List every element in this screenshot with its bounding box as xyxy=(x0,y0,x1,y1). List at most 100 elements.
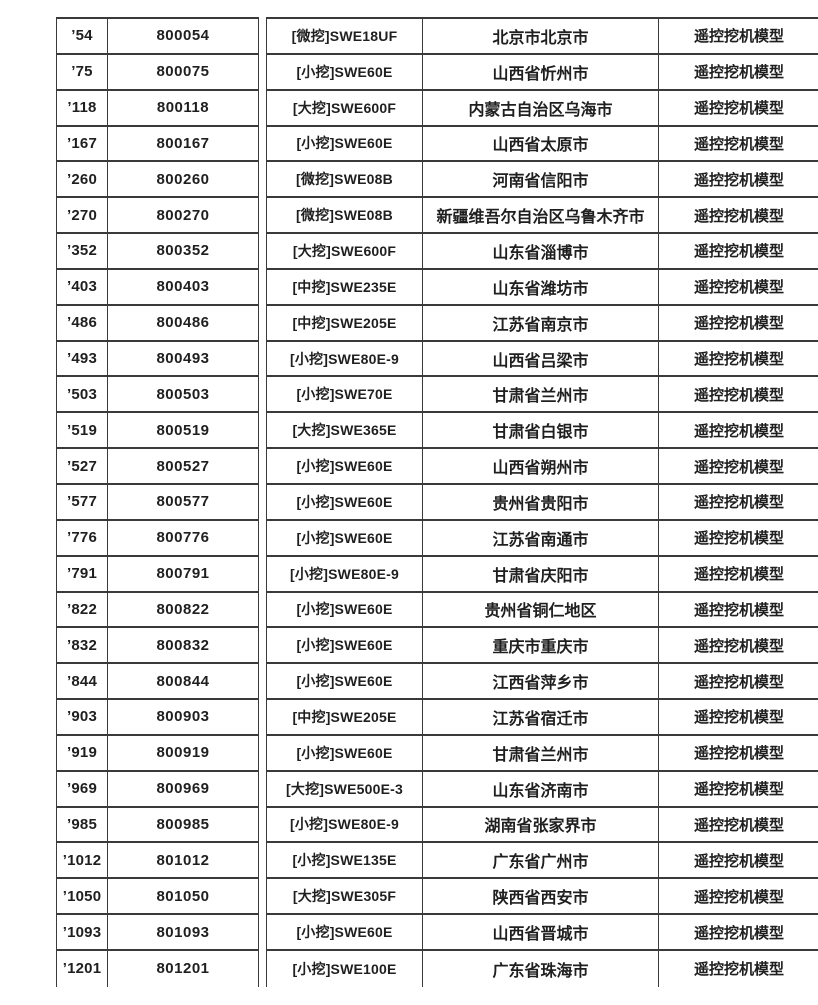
model-cell: [小挖]SWE80E-9 xyxy=(267,556,423,593)
location-cell: 重庆市重庆市 xyxy=(423,628,659,665)
model-cell: [小挖]SWE60E xyxy=(267,915,423,951)
model-cell: [小挖]SWE60E xyxy=(267,628,423,665)
table-right-section: [微挖]SWE18UF 北京市北京市 遥控挖机模型 [小挖]SWE60E 山西省忻州市遥… xyxy=(266,17,818,987)
category-cell: 遥控挖机模型 xyxy=(659,55,818,91)
category-cell: 遥控挖机模型 xyxy=(659,127,818,163)
model-cell: [大挖]SWE305F xyxy=(267,879,423,916)
row-number-cell: ’503 xyxy=(57,377,108,414)
serial-number-cell: 800075 xyxy=(108,55,258,91)
location-cell: 陕西省西安市 xyxy=(423,879,659,916)
model-cell: [小挖]SWE80E-9 xyxy=(267,341,423,378)
category-cell: 遥控挖机模型 xyxy=(659,270,818,306)
row-number-cell: ’260 xyxy=(57,162,108,199)
location-cell: 甘肃省兰州市 xyxy=(423,735,659,772)
model-cell: [小挖]SWE60E xyxy=(267,484,423,521)
row-number-cell: ’118 xyxy=(57,90,108,127)
location-cell: 内蒙古自治区乌海市 xyxy=(423,90,659,127)
serial-number-cell: 800527 xyxy=(108,449,258,485)
location-cell: 山东省潍坊市 xyxy=(423,269,659,306)
location-cell: 山西省晋城市 xyxy=(423,915,659,951)
model-cell: [小挖]SWE80E-9 xyxy=(267,807,423,844)
model-cell: [小挖]SWE60E xyxy=(267,664,423,701)
location-cell: 新疆维吾尔自治区乌鲁木齐市 xyxy=(423,198,659,235)
serial-number-cell: 800844 xyxy=(108,664,258,701)
serial-number-cell: 801093 xyxy=(108,915,258,951)
model-cell: [小挖]SWE135E xyxy=(267,843,423,880)
category-cell: 遥控挖机模型 xyxy=(659,700,818,736)
category-cell: 遥控挖机模型 xyxy=(659,377,818,414)
model-cell: [小挖]SWE60E xyxy=(267,54,423,91)
category-cell: 遥控挖机模型 xyxy=(659,664,818,701)
category-cell: 遥控挖机模型 xyxy=(659,808,818,844)
model-cell: [小挖]SWE60E xyxy=(267,520,423,557)
serial-number-cell: 800577 xyxy=(108,485,258,521)
serial-number-cell: 801201 xyxy=(156,960,210,978)
serial-number-cell: 800270 xyxy=(108,198,258,235)
location-cell: 江西省萍乡市 xyxy=(423,664,659,701)
serial-number-cell: 800822 xyxy=(108,593,258,629)
row-number-cell: ’1050 xyxy=(57,879,108,916)
serial-number-cell: 800486 xyxy=(108,306,258,342)
location-cell: 山西省太原市 xyxy=(423,126,659,163)
serial-number-cell: 800791 xyxy=(108,557,258,593)
category-cell: 遥控挖机模型 xyxy=(659,449,818,485)
category-cell: 遥控挖机模型 xyxy=(659,162,818,199)
location-cell: 甘肃省兰州市 xyxy=(423,377,659,414)
category-cell: 遥控挖机模型 xyxy=(659,628,818,665)
row-number-cell: ’403 xyxy=(57,269,108,306)
serial-number-cell: 800776 xyxy=(108,521,258,557)
table-left-section: ’54 800054’75 800075’118 800118’167 800167’2… xyxy=(56,17,259,987)
category-cell: 遥控挖机模型 xyxy=(659,234,818,270)
model-cell: [小挖]SWE60E xyxy=(267,735,423,772)
row-number-cell: ’54 xyxy=(57,19,108,55)
row-number-cell: ’844 xyxy=(57,664,108,701)
location-cell: 贵州省铜仁地区 xyxy=(423,592,659,629)
serial-number-cell: 800403 xyxy=(108,270,258,306)
row-number-cell: ’969 xyxy=(57,771,108,808)
model-cell: [大挖]SWE600F xyxy=(267,234,423,270)
location-cell: 江苏省宿迁市 xyxy=(423,700,659,736)
location-cell: 山东省济南市 xyxy=(423,771,659,808)
row-number-cell: ’75 xyxy=(57,54,108,91)
row-number-cell: ’1093 xyxy=(57,915,108,951)
location-cell: 广东省广州市 xyxy=(423,843,659,880)
category-cell: 遥控挖机模型 xyxy=(659,413,818,450)
category-cell: 遥控挖机模型 xyxy=(659,736,818,772)
serial-number-cell: 800167 xyxy=(108,127,258,163)
row-number-cell: ’1201 xyxy=(57,950,108,987)
category-cell: 遥控挖机模型 xyxy=(659,19,818,55)
category-cell: 遥控挖机模型 xyxy=(659,593,818,629)
model-cell: [中挖]SWE235E xyxy=(267,269,423,306)
category-cell: 遥控挖机模型 xyxy=(693,961,784,979)
serial-number-cell: 800969 xyxy=(108,772,258,808)
model-cell: [小挖]SWE60E xyxy=(267,126,423,163)
location-cell: 江苏省南通市 xyxy=(423,520,659,557)
row-number-cell: ’832 xyxy=(57,628,108,665)
category-cell: 遥控挖机模型 xyxy=(659,198,818,235)
row-number-cell: ’486 xyxy=(57,305,108,342)
category-cell: 遥控挖机模型 xyxy=(659,306,818,342)
row-number-cell: ’1012 xyxy=(57,843,108,880)
row-number-cell: ’352 xyxy=(57,234,108,270)
location-cell: 山西省朔州市 xyxy=(423,449,659,485)
location-cell: 北京市北京市 xyxy=(423,19,659,55)
location-cell: 河南省信阳市 xyxy=(423,162,659,199)
category-cell: 遥控挖机模型 xyxy=(659,91,818,127)
category-cell: 遥控挖机模型 xyxy=(659,772,818,808)
serial-number-cell: 800832 xyxy=(108,628,258,665)
row-number-cell: ’270 xyxy=(57,198,108,235)
row-number-cell: ’493 xyxy=(57,341,108,378)
model-cell: [小挖]SWE100E xyxy=(267,950,423,987)
category-cell: 遥控挖机模型 xyxy=(659,557,818,593)
model-cell: [小挖]SWE60E xyxy=(267,592,423,629)
row-number-cell: ’776 xyxy=(57,520,108,557)
serial-number-cell: 800903 xyxy=(108,700,258,736)
model-cell: [大挖]SWE600F xyxy=(267,90,423,127)
model-cell: [微挖]SWE08B xyxy=(267,198,423,235)
location-cell: 贵州省贵阳市 xyxy=(423,484,659,521)
location-cell: 山西省吕梁市 xyxy=(423,341,659,378)
category-cell: 遥控挖机模型 xyxy=(659,843,818,880)
model-cell: [小挖]SWE70E xyxy=(267,377,423,414)
model-cell: [中挖]SWE205E xyxy=(267,305,423,342)
